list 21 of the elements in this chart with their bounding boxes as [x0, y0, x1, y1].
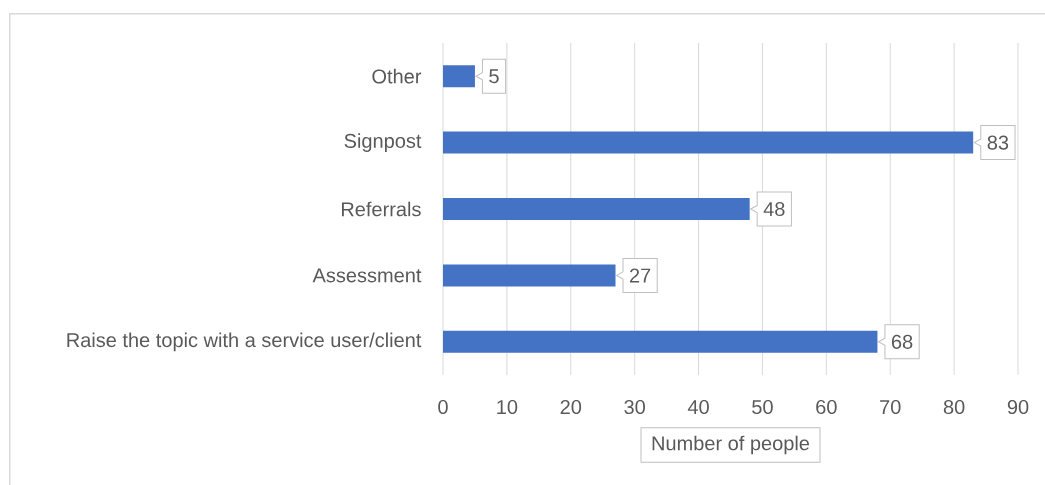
y-tick-label: Referrals: [341, 201, 421, 217]
x-tick-label: 30: [624, 399, 645, 415]
x-tick-label: 70: [880, 399, 901, 415]
x-axis-title: Number of people: [652, 435, 810, 455]
data-label: 5: [489, 69, 499, 84]
data-label: 48: [763, 201, 785, 217]
x-tick-label: 90: [1007, 399, 1029, 415]
y-tick-label: Assessment: [312, 268, 422, 283]
data-label: 83: [987, 135, 1009, 150]
y-tick-label: Other: [372, 68, 422, 84]
x-tick-label: 20: [560, 399, 582, 415]
x-tick-label: 80: [943, 399, 965, 415]
x-tick-label: 60: [816, 399, 837, 415]
data-label: 68: [891, 334, 913, 349]
y-tick-label: Signpost: [344, 133, 422, 152]
x-tick-label: 40: [687, 399, 709, 415]
data-label: 27: [630, 268, 651, 283]
x-tick-label: 50: [752, 399, 773, 415]
x-tick-label: 10: [497, 399, 518, 415]
x-tick-label: 0: [438, 399, 448, 415]
y-tick-label: Raise the topic with a service user/client: [67, 332, 422, 352]
